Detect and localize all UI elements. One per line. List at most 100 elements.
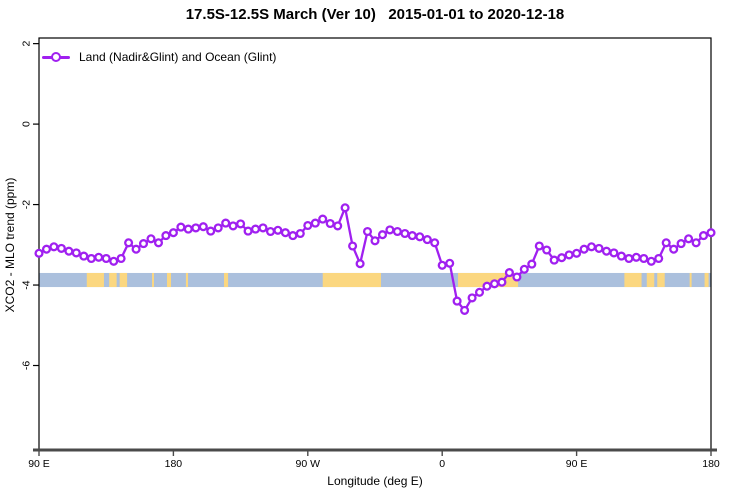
data-point-marker xyxy=(191,223,201,233)
land-band-segment xyxy=(152,272,154,288)
data-point-marker xyxy=(489,279,500,289)
data-point-marker xyxy=(198,222,208,232)
land-band-segment xyxy=(109,272,117,288)
data-point-marker xyxy=(422,235,432,245)
data-point-marker xyxy=(64,246,74,256)
data-point-marker xyxy=(482,281,492,291)
x-tick-label: 90 W xyxy=(296,458,321,470)
data-point-marker xyxy=(542,245,552,255)
y-tick-label: -4 xyxy=(21,280,33,289)
data-point-marker xyxy=(445,258,455,268)
legend-series-label: Land (Nadir&Glint) and Ocean (Glint) xyxy=(79,50,277,64)
legend: Land (Nadir&Glint) and Ocean (Glint) xyxy=(42,50,276,64)
x-tick-label: 90 E xyxy=(566,458,588,470)
data-point-marker xyxy=(609,248,619,258)
data-point-marker xyxy=(467,293,477,303)
data-point-marker xyxy=(124,238,134,248)
y-axis-ticks: 2 0 -2 -4 -6 xyxy=(21,41,39,370)
data-point-marker xyxy=(676,239,686,249)
data-point-marker xyxy=(318,214,328,224)
data-point-marker xyxy=(586,242,597,252)
x-tick-label: 90 E xyxy=(28,458,50,470)
data-point-marker xyxy=(557,253,567,263)
data-point-marker xyxy=(131,244,141,254)
data-point-marker xyxy=(303,220,313,231)
data-point-marker xyxy=(176,222,186,232)
land-band-segment xyxy=(689,272,692,288)
data-point-marker xyxy=(94,252,104,262)
y-axis-title: XCO2 - MLO trend (ppm) xyxy=(3,177,17,313)
data-point-marker xyxy=(706,228,716,238)
data-series xyxy=(34,203,716,315)
data-point-marker xyxy=(415,232,425,242)
land-band-segment xyxy=(624,272,642,288)
data-point-marker xyxy=(691,238,701,248)
data-point-marker xyxy=(527,259,537,269)
y-tick-label: -6 xyxy=(21,361,33,370)
data-point-marker xyxy=(549,255,559,265)
data-point-marker xyxy=(161,231,171,241)
land-band-segment xyxy=(86,272,104,288)
legend-series-marker-icon xyxy=(42,50,70,64)
data-point-marker xyxy=(213,223,223,233)
data-point-marker xyxy=(430,238,440,248)
data-point-marker xyxy=(221,218,231,228)
data-point-marker xyxy=(146,234,156,244)
land-band-segment xyxy=(646,272,655,288)
data-point-marker xyxy=(385,225,395,235)
data-point-marker xyxy=(243,226,253,236)
x-tick-label: 180 xyxy=(165,458,183,470)
land-band-segment xyxy=(166,272,172,288)
data-point-marker xyxy=(684,234,694,244)
data-point-marker xyxy=(265,226,276,237)
data-point-marker xyxy=(392,226,402,237)
data-point-marker xyxy=(698,231,709,241)
data-point-marker xyxy=(370,236,380,246)
data-point-marker xyxy=(631,252,641,262)
series-line xyxy=(37,206,713,312)
data-point-marker xyxy=(646,256,656,266)
data-point-marker xyxy=(250,224,261,234)
data-point-marker xyxy=(116,253,126,264)
data-point-marker xyxy=(564,250,574,260)
y-tick-label: 0 xyxy=(21,121,33,127)
data-point-marker xyxy=(138,239,149,249)
data-point-marker xyxy=(572,248,582,258)
land-band-segment xyxy=(119,272,128,288)
data-point-marker xyxy=(407,231,417,241)
data-point-marker xyxy=(474,287,485,297)
data-point-marker xyxy=(273,225,283,235)
data-point-marker xyxy=(460,305,470,315)
data-point-marker xyxy=(362,226,373,237)
data-point-marker xyxy=(86,253,96,264)
data-point-marker xyxy=(49,242,59,252)
data-point-marker xyxy=(400,228,410,239)
data-point-marker xyxy=(616,251,626,261)
data-point-marker xyxy=(236,219,246,229)
data-point-marker xyxy=(206,226,216,236)
land-band-segment xyxy=(224,272,229,288)
data-point-marker xyxy=(497,277,507,287)
data-point-marker xyxy=(452,296,462,306)
data-point-marker xyxy=(340,203,350,213)
data-point-marker xyxy=(79,251,89,261)
chart-title: 17.5S-12.5S March (Ver 10) 2015-01-01 to… xyxy=(185,6,565,23)
land-ocean-band xyxy=(39,272,711,288)
data-point-marker xyxy=(355,259,365,269)
data-point-marker xyxy=(280,228,290,238)
data-point-marker xyxy=(437,260,447,270)
y-tick-label: 2 xyxy=(21,41,33,47)
data-point-marker xyxy=(504,268,514,278)
data-point-marker xyxy=(377,230,388,240)
land-band-segment xyxy=(322,272,381,288)
data-point-marker xyxy=(258,223,268,233)
x-axis-ticks: 90 E 180 90 W 0 90 E 180 xyxy=(28,450,720,470)
data-point-marker xyxy=(56,243,66,253)
data-point-marker xyxy=(71,248,81,258)
data-point-marker xyxy=(41,244,52,254)
data-point-marker xyxy=(512,272,522,282)
data-point-marker xyxy=(101,253,111,264)
land-band-segment xyxy=(704,272,709,288)
y-tick-label: -2 xyxy=(21,200,33,209)
